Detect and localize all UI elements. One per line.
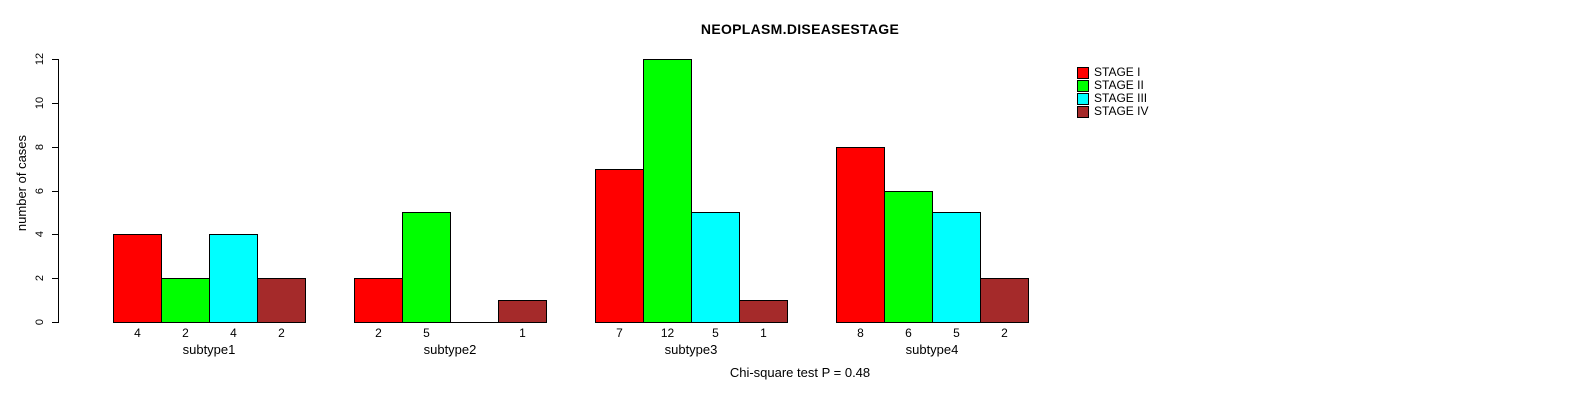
y-axis-tick — [52, 234, 58, 235]
bar-value-label: 12 — [660, 326, 675, 340]
y-axis-tick-label: 12 — [34, 52, 46, 66]
y-axis-line — [58, 59, 59, 323]
annotation-text: Chi-square test P = 0.48 — [729, 365, 871, 380]
bar-value-label: 4 — [230, 326, 237, 340]
y-axis-tick — [52, 103, 58, 104]
legend-item: STAGE II — [1077, 79, 1148, 92]
category-label: subtype2 — [423, 342, 477, 357]
legend-item: STAGE IV — [1077, 105, 1148, 118]
bar-value-label: 1 — [760, 326, 767, 340]
y-axis-tick-label: 2 — [34, 274, 46, 282]
legend-label: STAGE IV — [1094, 104, 1149, 118]
bar-value-label: 2 — [182, 326, 189, 340]
y-axis-tick — [52, 278, 58, 279]
bar-value-label: 5 — [423, 326, 430, 340]
bar — [836, 147, 885, 323]
y-axis-tick — [52, 191, 58, 192]
bar-value-label: 2 — [1001, 326, 1008, 340]
bar-value-label — [450, 326, 499, 340]
legend-swatch — [1077, 79, 1089, 92]
bar-value-label: 4 — [134, 326, 141, 340]
bar-value-label: 6 — [905, 326, 912, 340]
category-label: subtype1 — [182, 342, 236, 357]
bar — [643, 59, 692, 323]
legend-swatch — [1077, 66, 1089, 79]
y-axis-label: number of cases — [14, 134, 29, 232]
bar — [884, 191, 933, 323]
legend-swatch — [1077, 92, 1089, 105]
y-axis-tick-label: 0 — [34, 318, 46, 326]
legend-label: STAGE I — [1094, 65, 1141, 79]
bar — [161, 278, 210, 323]
bar — [402, 212, 451, 323]
bar — [498, 300, 547, 323]
category-label: subtype4 — [905, 342, 959, 357]
bar-value-label: 7 — [616, 326, 623, 340]
bar — [595, 169, 644, 323]
y-axis-tick — [52, 147, 58, 148]
bar-value-label: 2 — [278, 326, 285, 340]
legend-label: STAGE II — [1094, 78, 1144, 92]
legend-label: STAGE III — [1094, 91, 1148, 105]
y-axis-tick-label: 8 — [34, 143, 46, 151]
y-axis-tick-label: 10 — [34, 96, 46, 110]
bar — [209, 234, 258, 323]
chart-title: NEOPLASM.DISEASESTAGE — [700, 21, 900, 37]
bar — [739, 300, 788, 323]
bar — [450, 322, 499, 323]
category-label: subtype3 — [664, 342, 718, 357]
legend-item: STAGE III — [1077, 92, 1148, 105]
bar — [932, 212, 981, 323]
legend-item: STAGE I — [1077, 66, 1148, 79]
bar — [691, 212, 740, 323]
y-axis-tick — [52, 322, 58, 323]
bar — [113, 234, 162, 323]
bar — [980, 278, 1029, 323]
legend-swatch — [1077, 105, 1089, 118]
y-axis-tick-label: 6 — [34, 187, 46, 195]
bar-value-label: 2 — [375, 326, 382, 340]
y-axis-tick-label: 4 — [34, 230, 46, 238]
bar-value-label: 5 — [953, 326, 960, 340]
bar — [354, 278, 403, 323]
bar-value-label: 5 — [712, 326, 719, 340]
legend: STAGE I STAGE II STAGE III STAGE IV — [1077, 66, 1148, 118]
bar-value-label: 1 — [519, 326, 526, 340]
bar — [257, 278, 306, 323]
y-axis-tick — [52, 59, 58, 60]
bar-value-label: 8 — [857, 326, 864, 340]
